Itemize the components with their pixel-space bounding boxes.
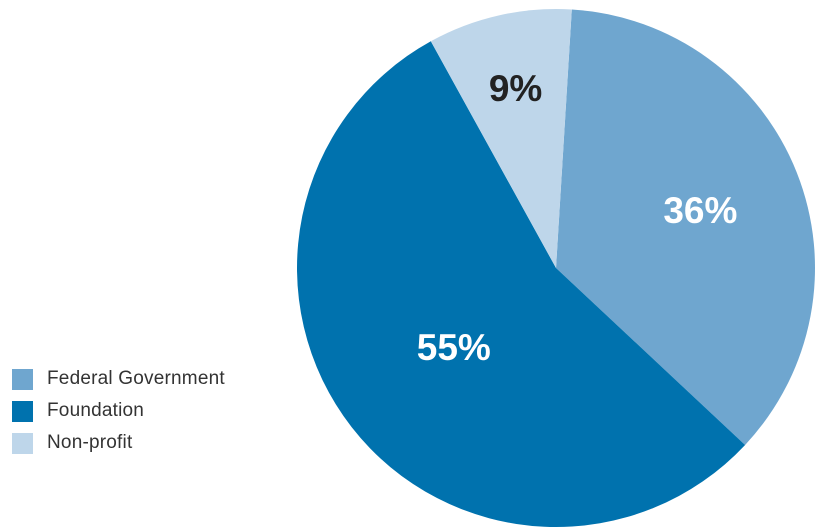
- pie-slice-foundation: [297, 41, 746, 527]
- data-label-foundation: 55%: [417, 327, 491, 368]
- legend-label: Non-profit: [47, 432, 133, 453]
- legend-swatch-federal-government: [12, 368, 33, 390]
- legend-item-federal-government: Federal Government: [12, 363, 225, 395]
- pie-slices: [297, 8, 816, 527]
- legend: Federal Government Foundation Non-profit: [12, 363, 225, 459]
- data-label-non-profit: 9%: [489, 68, 542, 109]
- legend-swatch-non-profit: [12, 432, 33, 454]
- legend-swatch-foundation: [12, 400, 33, 422]
- pie-slice-non-profit: [430, 8, 572, 268]
- legend-item-non-profit: Non-profit: [12, 427, 225, 459]
- legend-label: Foundation: [47, 400, 145, 421]
- data-label-federal-government: 36%: [663, 190, 737, 231]
- pie-data-labels: 36% 55% 9%: [417, 68, 738, 368]
- pie-slice-federal-government: [556, 9, 816, 445]
- legend-label: Federal Government: [47, 368, 225, 389]
- legend-item-foundation: Foundation: [12, 395, 225, 427]
